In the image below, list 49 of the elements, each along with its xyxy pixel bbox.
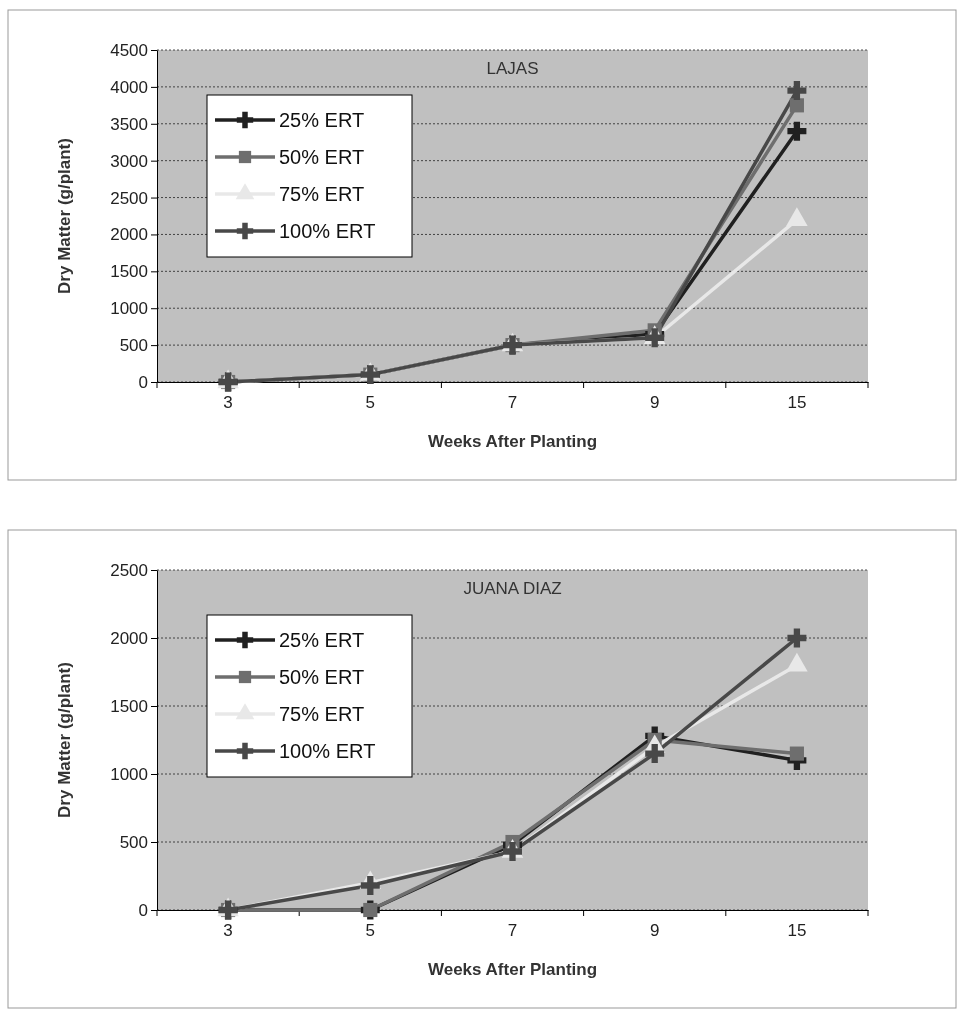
x-axis-title: Weeks After Planting	[427, 432, 598, 451]
x-tick-label: 7	[507, 393, 518, 413]
y-tick-label: 2500	[110, 188, 148, 208]
point	[645, 328, 665, 348]
legend-label: 50% ERT	[279, 666, 365, 688]
x-tick-label: 5	[365, 393, 376, 413]
y-tick-label: 0	[138, 372, 148, 392]
x-tick-label: 7	[507, 921, 518, 941]
y-tick-label: 500	[119, 336, 148, 356]
legend-label: 25% ERT	[279, 629, 365, 651]
y-tick-label: 2000	[110, 628, 148, 648]
y-tick-label: 3000	[110, 151, 148, 171]
legend-label: 75% ERT	[279, 183, 365, 205]
y-axis-title: Dry Matter (g/plant)	[55, 138, 74, 294]
point	[787, 628, 807, 648]
text: LAJAS	[486, 59, 539, 78]
point	[789, 746, 804, 761]
x-tick-label: 5	[365, 921, 376, 941]
x-tick-label: 15	[787, 921, 807, 941]
y-tick-label: 3500	[110, 114, 148, 134]
legend-label: 25% ERT	[279, 109, 365, 131]
point	[645, 744, 665, 764]
x-tick-label: 3	[223, 921, 233, 941]
y-tick-label: 500	[119, 832, 148, 852]
x-axis-title: Weeks After Planting	[427, 960, 598, 979]
y-tick-label: 0	[138, 900, 148, 920]
x-tick-label: 3	[223, 393, 233, 413]
point	[503, 842, 522, 862]
x-tick-label: 9	[649, 393, 660, 413]
legend-label: 50% ERT	[279, 146, 365, 168]
y-tick-label: 2000	[110, 225, 148, 245]
x-tick-label: 15	[787, 393, 807, 413]
y-tick-label: 2500	[110, 560, 148, 580]
point	[787, 81, 807, 101]
legend-label: 75% ERT	[279, 703, 365, 725]
point	[360, 876, 380, 896]
y-tick-label: 1500	[110, 696, 148, 716]
text: JUANA DIAZ	[463, 579, 562, 598]
y-tick-label: 4500	[110, 40, 148, 60]
y-tick-label: 1000	[110, 764, 148, 784]
legend-label: 100% ERT	[279, 220, 376, 242]
y-axis-title: Dry Matter (g/plant)	[55, 662, 74, 818]
legend-label: 100% ERT	[279, 740, 376, 762]
point	[787, 121, 807, 141]
y-tick-label: 1000	[110, 299, 148, 319]
y-tick-label: 1500	[110, 262, 148, 282]
x-tick-label: 9	[649, 921, 660, 941]
point	[789, 98, 804, 113]
y-tick-label: 4000	[110, 77, 148, 97]
